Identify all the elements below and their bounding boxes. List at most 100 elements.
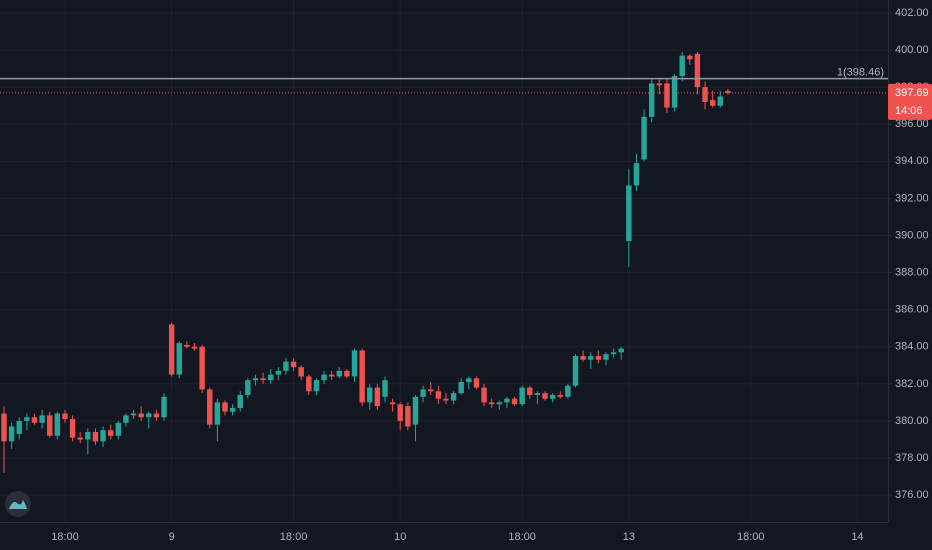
candle-body: [572, 356, 579, 386]
candle-body: [527, 387, 533, 395]
candle-body: [595, 356, 602, 360]
candle-body: [283, 361, 289, 371]
candle-body: [138, 413, 144, 418]
candle-body: [207, 389, 213, 425]
candle-body: [671, 76, 678, 108]
candle-body: [557, 394, 563, 397]
candle-body: [298, 367, 304, 377]
candle-body: [549, 394, 556, 399]
y-tick-label: 378.00: [895, 452, 929, 464]
candle-body: [62, 413, 68, 420]
candle-body: [405, 406, 411, 427]
y-tick-label: 388.00: [895, 266, 929, 278]
candle-body: [709, 100, 716, 106]
candle-body: [542, 393, 548, 399]
candle-body: [47, 415, 53, 436]
candle-body: [336, 370, 342, 377]
candle-body: [176, 343, 182, 375]
candle-body: [664, 83, 670, 108]
candle-body: [359, 350, 365, 403]
candle-body: [435, 391, 442, 399]
candle-body: [397, 404, 403, 421]
candle-body: [153, 413, 160, 418]
candle-body: [306, 376, 312, 392]
candle-body: [8, 426, 15, 442]
candle-body: [504, 398, 510, 403]
candle-body: [580, 356, 586, 360]
candle-body: [24, 417, 30, 421]
y-tick-label: 400.00: [895, 44, 929, 56]
candles: [1, 51, 731, 473]
x-tick-label: 9: [169, 531, 175, 543]
y-tick-label: 384.00: [895, 341, 929, 353]
candle-body: [473, 378, 480, 388]
candle-body: [687, 55, 693, 60]
candle-body: [367, 387, 373, 403]
candle-body: [443, 398, 449, 401]
candle-body: [588, 356, 594, 360]
candle-body: [374, 387, 381, 407]
x-tick-label: 18:00: [280, 531, 308, 543]
y-tick-label: 396.00: [895, 118, 929, 130]
candle-body: [54, 413, 61, 436]
y-tick-label: 394.00: [895, 155, 929, 167]
y-tick-label: 376.00: [895, 489, 929, 501]
candle-body: [77, 437, 83, 440]
candle-body: [191, 346, 198, 349]
candle-body: [92, 432, 99, 442]
candle-body: [534, 393, 541, 395]
candle-body: [1, 413, 7, 442]
x-tick-label: 18:00: [737, 531, 765, 543]
candle-body: [130, 413, 137, 416]
candle-body: [466, 378, 472, 382]
candle-body: [229, 407, 236, 412]
candle-body: [641, 116, 647, 160]
countdown-label: 14:06: [895, 105, 923, 117]
candle-body: [268, 374, 274, 381]
candle-body: [565, 385, 571, 397]
candle-body: [488, 402, 495, 405]
candle-body: [481, 387, 487, 403]
candle-body: [420, 389, 426, 397]
candle-body: [679, 55, 685, 77]
candle-body: [290, 361, 297, 368]
candle-body: [39, 415, 45, 423]
candle-body: [260, 378, 266, 381]
y-tick-label: 386.00: [895, 304, 929, 316]
candle-body: [321, 374, 327, 381]
candle-body: [694, 53, 701, 88]
candle-body: [633, 163, 640, 186]
candle-body: [16, 420, 22, 434]
candle-body: [458, 381, 464, 394]
logo[interactable]: [5, 491, 31, 517]
price-line-label: 1(398.46): [837, 67, 884, 79]
candle-body: [328, 374, 335, 377]
x-tick-label: 13: [623, 531, 635, 543]
candle-body: [245, 380, 251, 395]
candle-body: [702, 87, 708, 102]
candle-body: [107, 430, 114, 436]
candle-body: [618, 348, 624, 353]
candle-body: [31, 417, 38, 423]
overlays: 1(398.46) 397.69 14:06: [0, 67, 932, 120]
candle-body: [69, 419, 76, 438]
candle-body: [146, 413, 152, 418]
candle-body: [199, 346, 205, 390]
y-tick-label: 380.00: [895, 415, 929, 427]
candle-body: [725, 90, 731, 93]
candle-body: [123, 415, 129, 423]
candle-body: [252, 378, 259, 381]
candle-body: [519, 387, 525, 405]
candle-body: [168, 324, 175, 375]
candle-body: [351, 350, 358, 377]
candle-body: [214, 402, 221, 425]
candle-body: [115, 422, 121, 436]
candle-body: [496, 402, 502, 405]
x-tick-label: 18:00: [508, 531, 536, 543]
candle-body: [161, 396, 167, 418]
candle-body: [382, 380, 388, 397]
